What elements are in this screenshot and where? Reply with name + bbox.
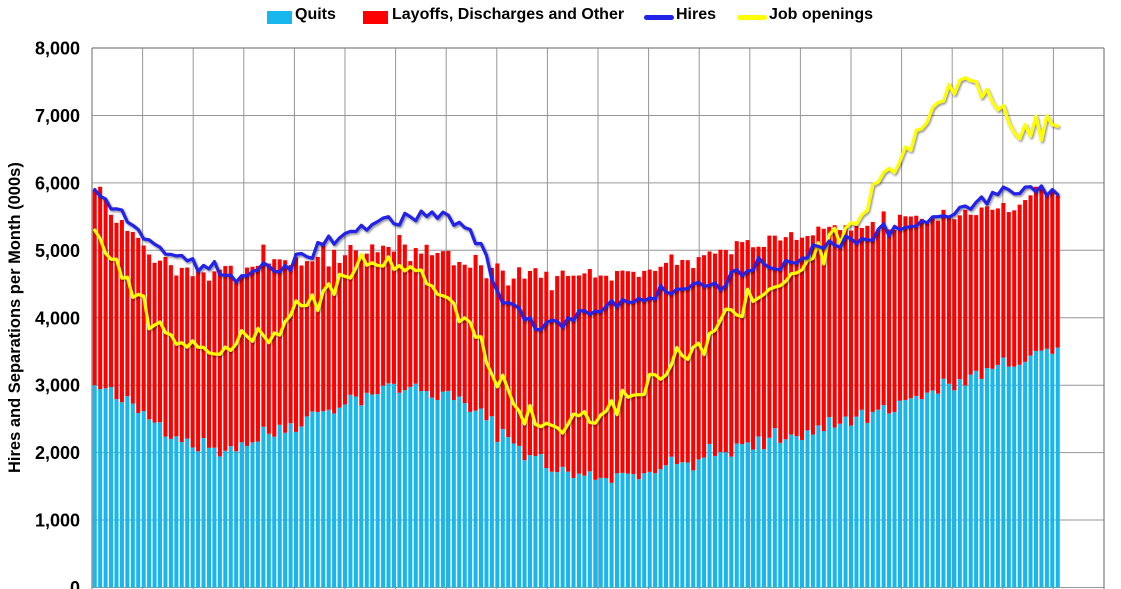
svg-text:4,000: 4,000 — [35, 308, 80, 328]
svg-text:7,000: 7,000 — [35, 106, 80, 126]
svg-text:1,000: 1,000 — [35, 511, 80, 531]
svg-text:3,000: 3,000 — [35, 376, 80, 396]
svg-text:6,000: 6,000 — [35, 173, 80, 193]
svg-text:5,000: 5,000 — [35, 241, 80, 261]
svg-text:8,000: 8,000 — [35, 39, 80, 59]
svg-text:0: 0 — [70, 578, 80, 589]
svg-text:2,000: 2,000 — [35, 443, 80, 463]
